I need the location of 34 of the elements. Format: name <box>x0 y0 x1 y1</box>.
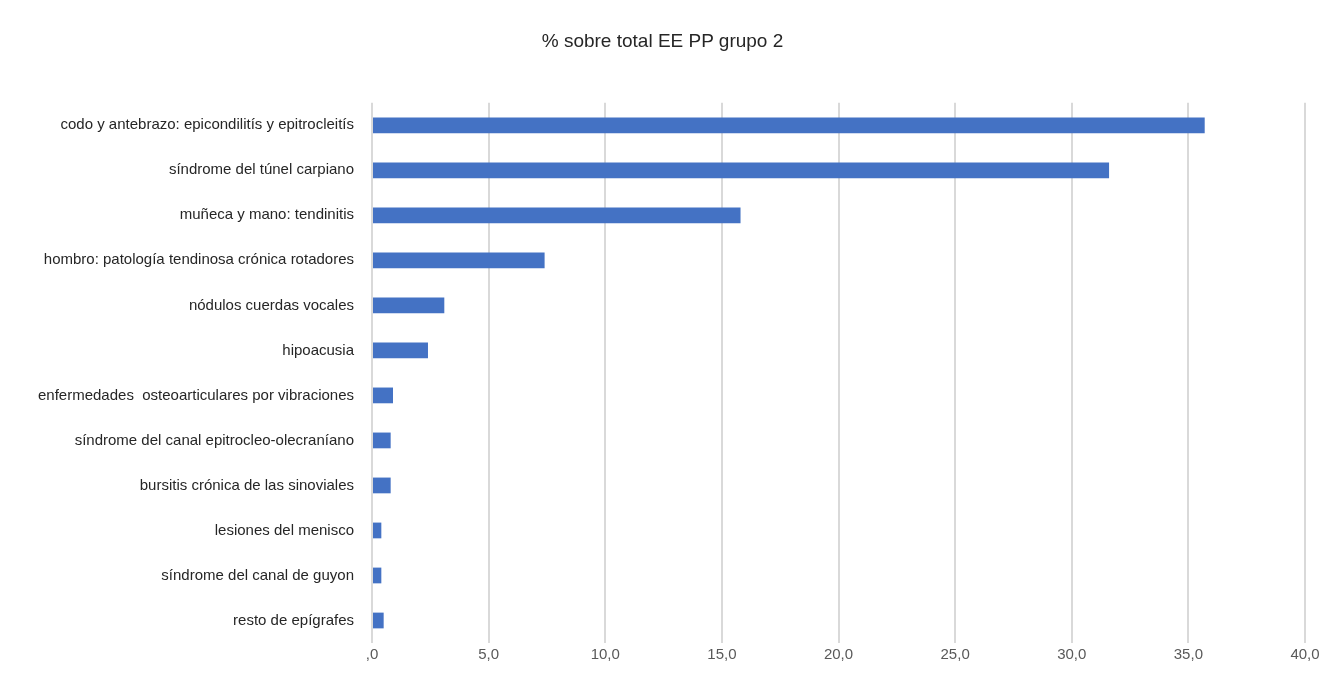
y-tick-label: muñeca y mano: tendinitis <box>179 205 354 223</box>
bar <box>373 117 1205 134</box>
x-tick-label: 10,0 <box>590 645 620 663</box>
x-tick-label: 25,0 <box>940 645 970 663</box>
y-tick-label: nódulos cuerdas vocales <box>188 295 354 313</box>
y-tick-label: síndrome del túnel carpiano <box>168 160 354 178</box>
bar <box>373 477 391 494</box>
y-tick-label: enfermedades osteoarticulares por vibraciones <box>37 385 354 403</box>
bar <box>373 612 384 629</box>
x-tick-label: 40,0 <box>1290 645 1320 663</box>
y-tick-label: lesiones del menisco <box>214 520 354 538</box>
x-tick-label: 30,0 <box>1057 645 1087 663</box>
y-tick-label: síndrome del canal epitrocleo-olecraníano <box>74 430 354 448</box>
x-tick-label: ,0 <box>365 645 379 663</box>
bar <box>373 297 445 314</box>
bar <box>373 207 741 224</box>
bar <box>373 522 382 539</box>
y-tick-label: codo y antebrazo: epicondilitís y epitrocleitís <box>60 115 354 133</box>
y-tick-label: hipoacusia <box>282 340 355 358</box>
bar <box>373 432 391 449</box>
bar <box>373 162 1110 179</box>
y-tick-label: síndrome del canal de guyon <box>161 565 354 583</box>
bar <box>373 387 393 404</box>
x-tick-label: 15,0 <box>707 645 737 663</box>
x-tick-label: 35,0 <box>1173 645 1203 663</box>
y-tick-label: resto de epígrafes <box>233 610 354 628</box>
bar <box>373 567 382 584</box>
y-tick-label: bursitis crónica de las sinoviales <box>139 475 354 493</box>
bar <box>373 252 545 269</box>
y-tick-label: hombro: patología tendinosa crónica rotadores <box>43 250 354 268</box>
bar <box>373 342 428 359</box>
x-tick-label: 20,0 <box>823 645 854 663</box>
x-tick-label: 5,0 <box>478 645 500 663</box>
chart-title: % sobre total EE PP grupo 2 <box>541 29 784 51</box>
